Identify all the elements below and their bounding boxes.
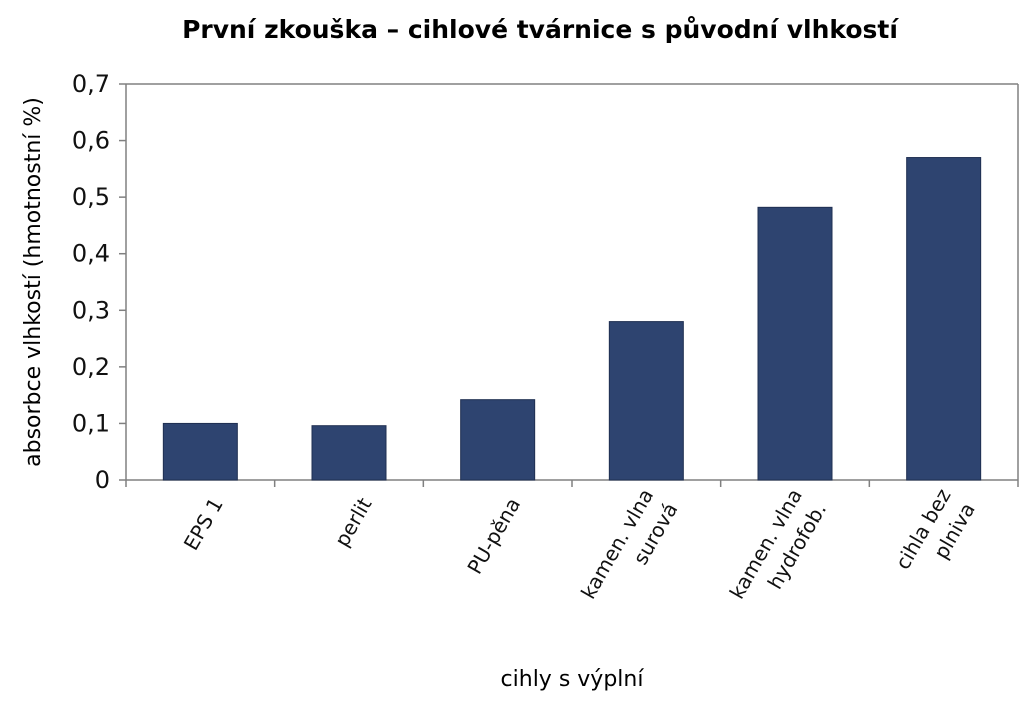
bar [311, 425, 387, 481]
x-tick-label: PU-pěna [462, 494, 525, 579]
x-tick-label: kamen. vlnahydrofob. [725, 485, 832, 618]
x-tick-label-line: EPS 1 [179, 494, 228, 555]
x-tick-label-line: PU-pěna [462, 494, 525, 579]
bar [906, 157, 982, 481]
x-tick-label: EPS 1 [179, 494, 228, 555]
y-tick-label: 0,4 [72, 240, 110, 268]
bar [460, 399, 536, 481]
bar [757, 206, 833, 481]
y-tick-label: 0,3 [72, 296, 110, 324]
bar [162, 422, 238, 481]
x-axis-label: cihly s výplní [501, 667, 645, 692]
y-tick-label: 0,6 [72, 127, 110, 155]
y-tick-label: 0 [95, 466, 110, 494]
x-tick-label: kamen. vlnasurová [576, 485, 683, 618]
x-tick-label: cihla bezplniva [890, 485, 979, 588]
bar [608, 321, 684, 481]
y-tick-label: 0,2 [72, 353, 110, 381]
x-tick-label-line: perlit [330, 493, 377, 550]
y-tick-label: 0,5 [72, 183, 110, 211]
chart-title: První zkouška – cihlové tvárnice s původ… [182, 15, 899, 44]
plot-area: 0 0,1 0,2 0,3 0,4 0,5 0,6 0,7 EPS 1 perlit PU-pěna… [72, 70, 1019, 618]
x-tick-label: perlit [330, 493, 377, 550]
y-axis-label: absorbce vlhkostí (hmotnostní %) [21, 97, 46, 467]
y-tick-label: 0,1 [72, 409, 110, 437]
y-tick-label: 0,7 [72, 70, 110, 98]
